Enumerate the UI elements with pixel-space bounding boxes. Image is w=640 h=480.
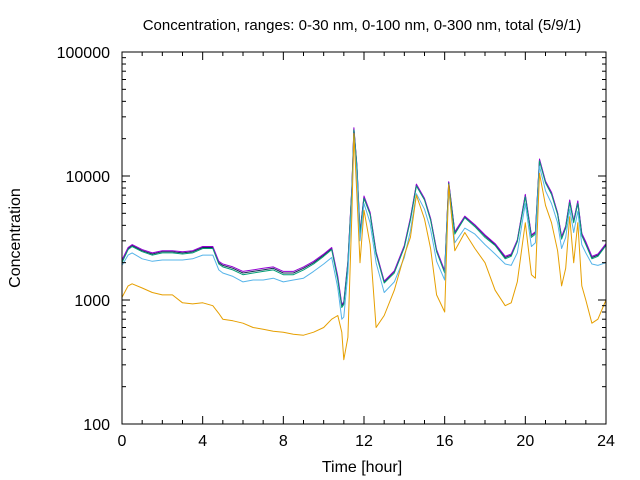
series-line-3 xyxy=(121,129,607,308)
plot-frame xyxy=(121,51,607,425)
y-tick-label: 100000 xyxy=(57,45,110,62)
x-tick-label: 4 xyxy=(198,433,207,450)
x-tick-label: 12 xyxy=(355,433,373,450)
series-line-5 xyxy=(121,133,607,361)
x-tick-label: 8 xyxy=(279,433,288,450)
y-tick-label: 10000 xyxy=(66,169,111,186)
x-tick-label: 24 xyxy=(597,433,615,450)
x-axis-label: Time [hour] xyxy=(322,459,402,476)
series-line-2 xyxy=(121,127,607,305)
x-tick-label: 16 xyxy=(436,433,454,450)
x-tick-label: 20 xyxy=(516,433,534,450)
series-line-1 xyxy=(121,128,607,307)
y-tick-label: 100 xyxy=(83,417,110,434)
ticks-layer: 0 4 8 12 16 20 24 100 1000 10000 100000 xyxy=(57,45,615,450)
series-layer xyxy=(121,127,607,361)
y-axis-label: Concentration xyxy=(7,188,24,288)
chart-title: Concentration, ranges: 0-30 nm, 0-100 nm… xyxy=(143,17,582,34)
series-line-4 xyxy=(121,135,607,320)
y-tick-label: 1000 xyxy=(74,293,110,310)
x-tick-label: 0 xyxy=(118,433,127,450)
